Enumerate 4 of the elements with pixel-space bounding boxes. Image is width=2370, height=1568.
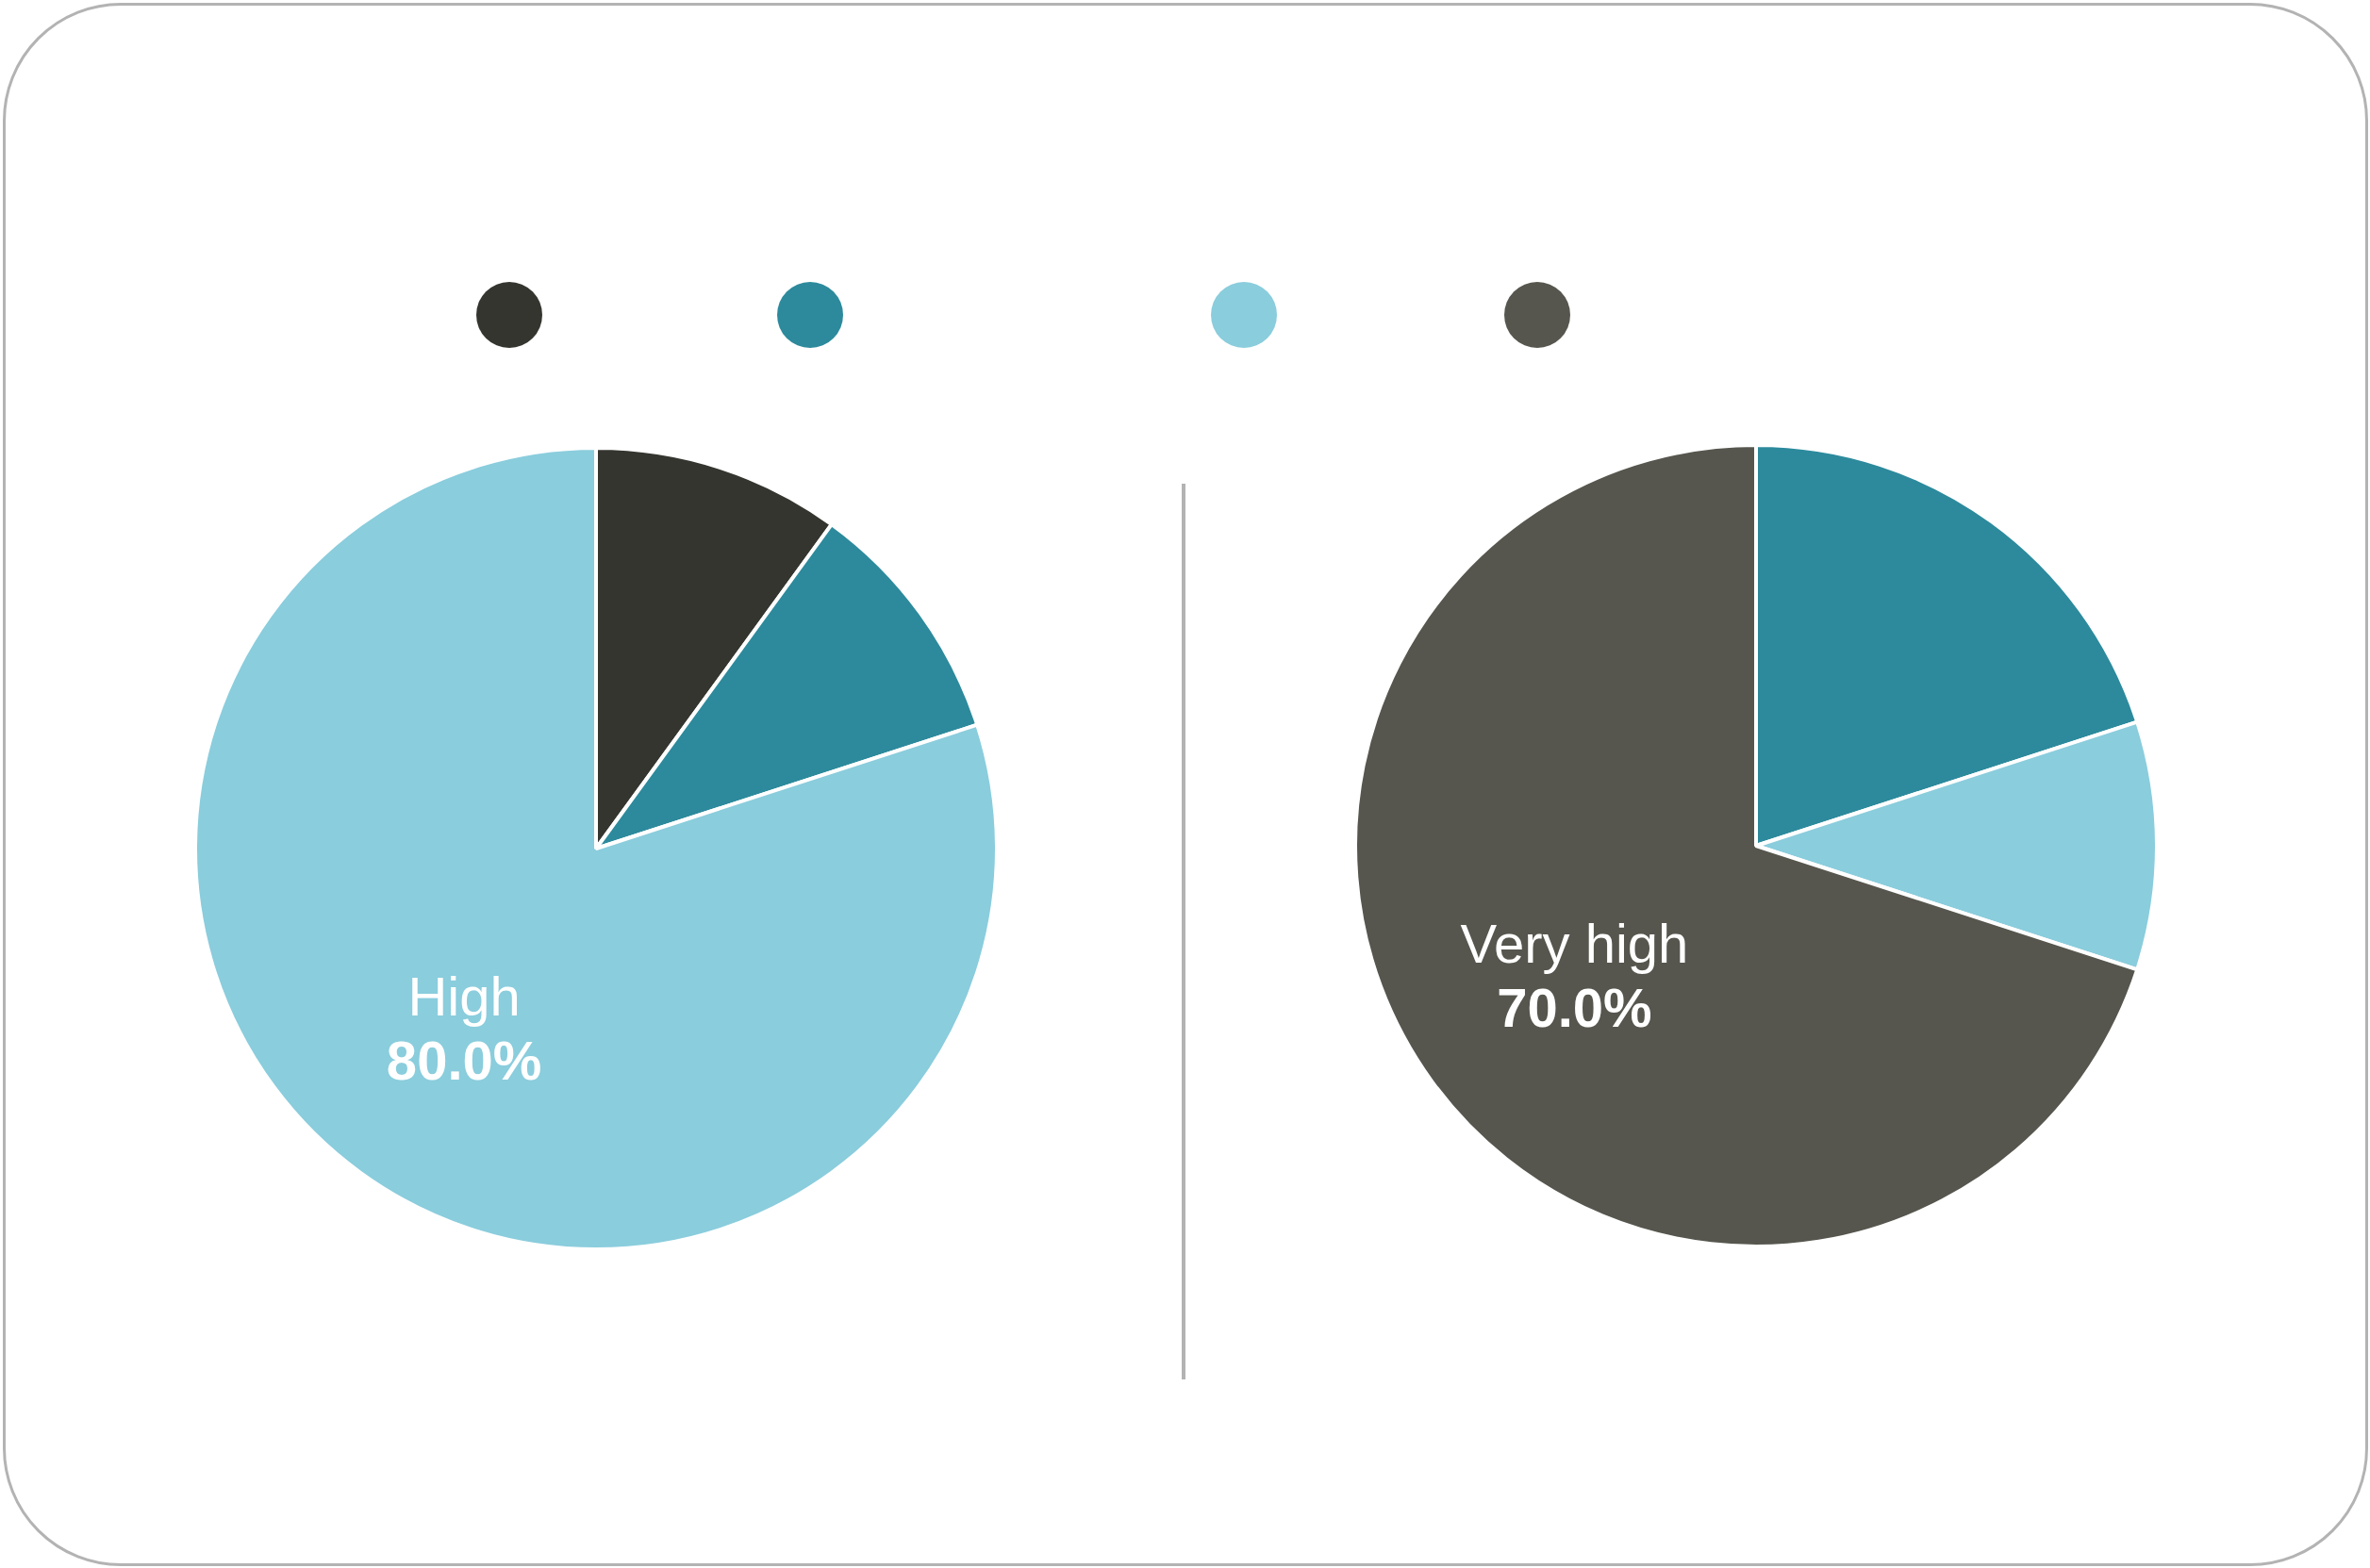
data-label: 80.0% (386, 1029, 542, 1091)
slice-label: Very high (1460, 912, 1689, 974)
data-label: 70.0% (1497, 976, 1652, 1038)
slice-label: High (407, 965, 521, 1027)
